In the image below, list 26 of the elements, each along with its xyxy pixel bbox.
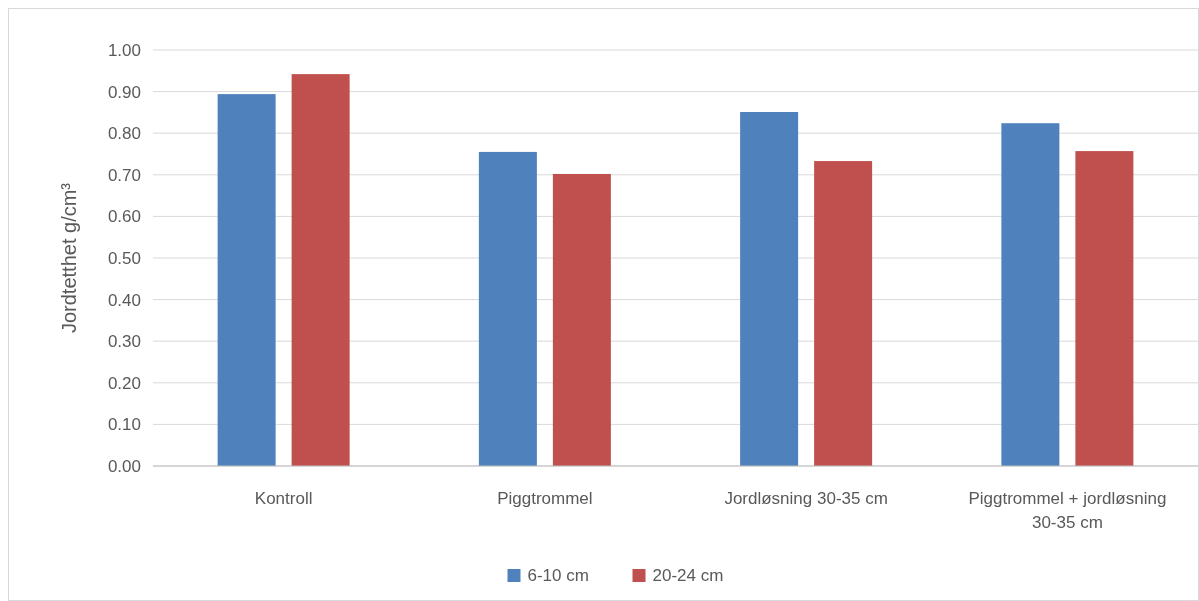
bar bbox=[1075, 151, 1134, 466]
bar bbox=[217, 94, 276, 466]
bar bbox=[291, 74, 350, 466]
y-tick-label: 0.80 bbox=[107, 124, 141, 144]
y-tick-label: 0.70 bbox=[107, 165, 141, 185]
y-tick-label: 0.40 bbox=[107, 290, 141, 310]
y-tick-label: 0.10 bbox=[107, 415, 141, 435]
legend-label: 20-24 cm bbox=[652, 566, 724, 585]
x-tick-label: Piggtrommel bbox=[497, 489, 593, 508]
x-tick-label: Kontroll bbox=[254, 489, 313, 508]
bar bbox=[552, 173, 611, 466]
y-axis-title: Jordtetthet g/cm³ bbox=[58, 182, 80, 334]
y-tick-label: 1.00 bbox=[107, 40, 141, 60]
bar bbox=[814, 161, 873, 466]
y-tick-label: 0.30 bbox=[107, 332, 141, 352]
legend-label: 6-10 cm bbox=[527, 566, 589, 585]
y-tick-label: 0.90 bbox=[107, 82, 141, 102]
x-tick-label: Piggtrommel + jordløsning 30-35 cm bbox=[968, 489, 1167, 532]
y-tick-label: 0.20 bbox=[107, 373, 141, 393]
bar bbox=[1001, 123, 1060, 466]
y-tick-label: 0.00 bbox=[107, 456, 141, 476]
y-tick-label: 0.50 bbox=[107, 248, 141, 268]
y-tick-label: 0.60 bbox=[107, 207, 141, 227]
x-tick-label: Jordløsning 30-35 cm bbox=[724, 489, 888, 508]
bar bbox=[740, 111, 799, 466]
bar bbox=[478, 151, 537, 466]
